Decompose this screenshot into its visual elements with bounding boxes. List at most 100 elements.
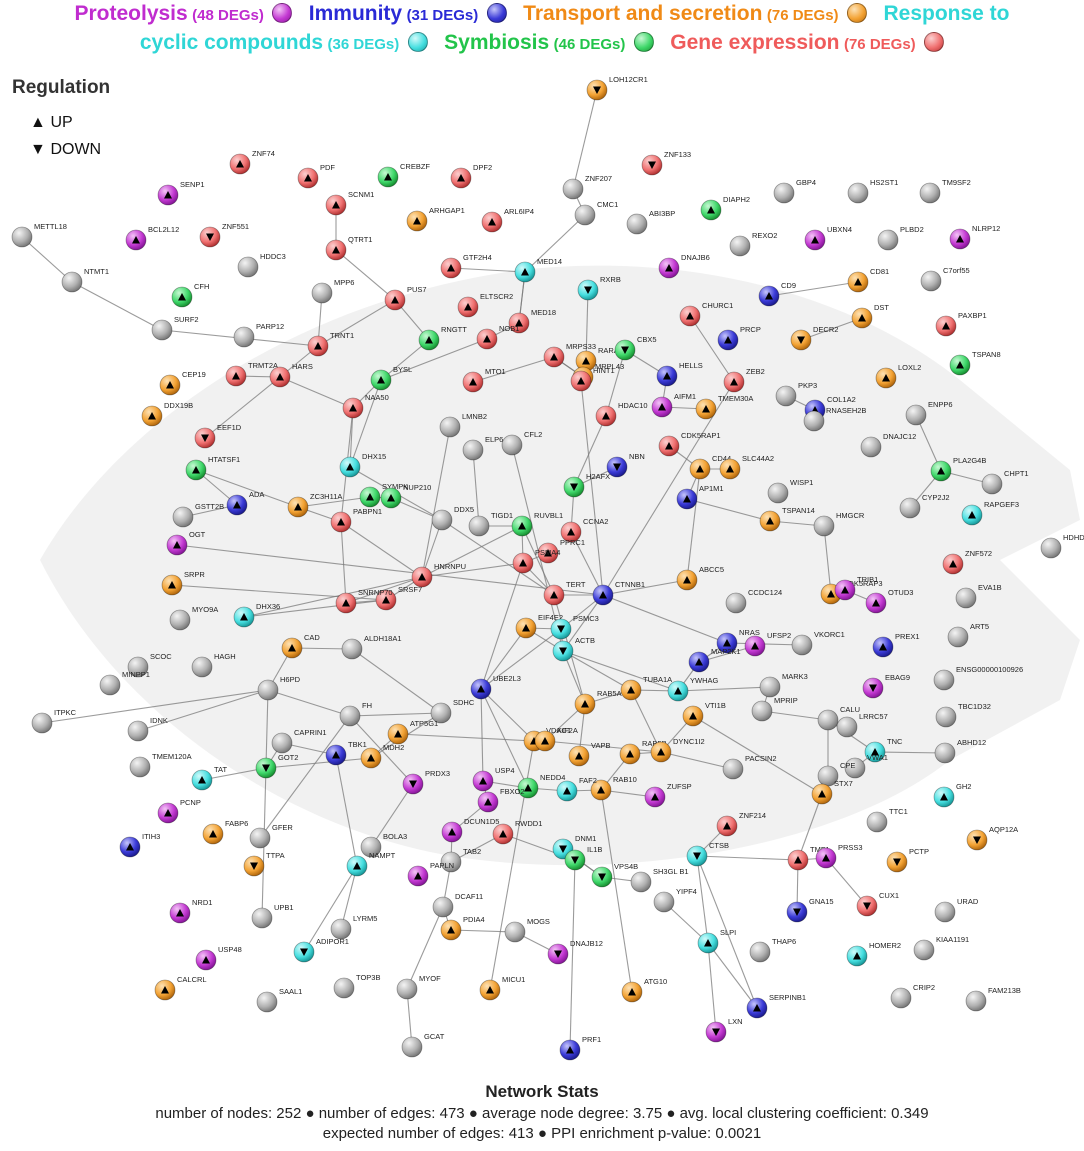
network-node[interactable]: MAP2K1 [688, 647, 741, 673]
node-ball[interactable] [935, 706, 957, 728]
node-ball[interactable] [330, 918, 352, 940]
network-node[interactable]: PUS7 [384, 285, 427, 311]
network-node[interactable]: PRSS3 [815, 843, 863, 869]
node-ball[interactable] [759, 676, 781, 698]
network-node[interactable]: IDNK [127, 716, 168, 742]
network-node[interactable]: UBXN4 [804, 225, 852, 251]
network-node[interactable]: MRPS33 [543, 342, 596, 368]
network-node[interactable]: TSPAN8 [949, 350, 1001, 376]
network-node[interactable]: ELTSCR2 [457, 292, 513, 318]
network-node[interactable]: SCNM1 [325, 190, 374, 216]
network-node[interactable]: TOP3B [333, 973, 380, 999]
network-node[interactable]: SLPI [697, 928, 736, 954]
network-node[interactable]: MICU1 [479, 975, 525, 1001]
network-node[interactable]: THAP6 [749, 937, 796, 963]
network-node[interactable]: HDDC3 [237, 252, 286, 278]
network-node[interactable]: NRAS [716, 628, 760, 654]
network-node[interactable]: HAGH [191, 652, 236, 678]
network-node[interactable]: VKORC1 [791, 630, 845, 656]
node-ball[interactable] [396, 978, 418, 1000]
node-ball[interactable] [31, 712, 53, 734]
node-ball[interactable] [836, 716, 858, 738]
network-node[interactable]: YWHAG [667, 676, 719, 702]
network-node[interactable]: MOGS [504, 917, 550, 943]
node-ball[interactable] [129, 756, 151, 778]
network-node[interactable]: PLA2G4B [930, 456, 986, 482]
network-node[interactable]: PACSIN2 [722, 754, 777, 780]
network-node[interactable]: CD9 [758, 281, 796, 307]
network-node[interactable]: CHPT1 [981, 469, 1029, 495]
node-ball[interactable] [237, 256, 259, 278]
network-node[interactable]: PCNP [157, 798, 201, 824]
network-node[interactable]: RAB10 [590, 775, 637, 801]
network-node[interactable]: MPP6 [311, 278, 354, 304]
network-node[interactable]: ZEB2 [723, 367, 765, 393]
node-ball[interactable] [440, 851, 462, 873]
network-node[interactable]: ZUFSP [644, 782, 692, 808]
network-node[interactable]: SURF2 [151, 315, 199, 341]
network-node[interactable]: DNAJC12 [860, 432, 916, 458]
node-ball[interactable] [749, 941, 771, 963]
network-node[interactable]: UFSP2 [744, 631, 791, 657]
network-node[interactable]: FAM213B [965, 986, 1021, 1012]
network-node[interactable]: DECR2 [790, 325, 838, 351]
network-node[interactable]: SDHC [430, 698, 475, 724]
network-node[interactable]: LYRM5 [330, 914, 377, 940]
network-node[interactable]: ELP6 [462, 435, 503, 461]
network-node[interactable]: MYO9A [169, 605, 218, 631]
node-ball[interactable] [803, 410, 825, 432]
network-node[interactable]: NTMT1 [61, 267, 109, 293]
network-node[interactable]: TBC1D32 [935, 702, 991, 728]
node-ball[interactable] [920, 270, 942, 292]
network-node[interactable]: DHX15 [339, 452, 386, 478]
network-node[interactable]: TSPAN14 [759, 506, 815, 532]
network-node[interactable]: ADIPOR1 [293, 937, 349, 963]
node-ball[interactable] [191, 656, 213, 678]
network-node[interactable]: STX7 [811, 779, 853, 805]
node-ball[interactable] [653, 891, 675, 913]
network-node[interactable]: VWA1 [844, 753, 888, 779]
network-node[interactable]: ZNF74 [229, 149, 275, 175]
network-node[interactable]: TIGD1 [468, 511, 513, 537]
node-ball[interactable] [360, 836, 382, 858]
network-node[interactable]: MED14 [514, 257, 562, 283]
network-node[interactable]: METTL18 [11, 222, 67, 248]
node-ball[interactable] [751, 700, 773, 722]
network-node[interactable]: C7orf55 [920, 266, 970, 292]
network-node[interactable]: REXO2 [729, 231, 777, 257]
node-ball[interactable] [257, 679, 279, 701]
network-node[interactable]: PSMC3 [550, 614, 599, 640]
network-node[interactable]: HTATSF1 [185, 455, 240, 481]
network-node[interactable]: TM9SF2 [919, 178, 971, 204]
node-ball[interactable] [172, 506, 194, 528]
network-node[interactable]: PRDX3 [402, 769, 450, 795]
network-node[interactable]: CTSB [686, 841, 729, 867]
node-ball[interactable] [151, 319, 173, 341]
network-node[interactable]: PSMA4 [512, 548, 560, 574]
network-node[interactable]: AIFM1 [651, 392, 696, 418]
network-node[interactable]: IL1B [564, 845, 602, 871]
network-node[interactable]: NAMPT [346, 851, 396, 877]
network-node[interactable]: VPS4B [591, 862, 638, 888]
network-node[interactable]: HS2ST1 [847, 178, 898, 204]
network-node[interactable]: MPRIP [751, 696, 798, 722]
network-node[interactable]: TAB2 [440, 847, 481, 873]
node-ball[interactable] [725, 592, 747, 614]
network-node[interactable]: CTNNB1 [592, 580, 645, 606]
network-node[interactable]: GCAT [401, 1032, 445, 1058]
network-node[interactable]: DPF2 [450, 163, 492, 189]
network-node[interactable]: RXRB [577, 275, 621, 301]
network-node[interactable]: GOT2 [255, 753, 298, 779]
network-node[interactable]: H2AFX [563, 472, 610, 498]
network-node[interactable]: OTUD3 [865, 588, 913, 614]
network-node[interactable]: TERT [543, 580, 586, 606]
network-node[interactable]: PDIA4 [440, 915, 485, 941]
network-node[interactable]: MYOF [396, 974, 441, 1000]
node-ball[interactable] [773, 182, 795, 204]
network-node[interactable]: CEP19 [159, 370, 206, 396]
network-node[interactable]: GTF2H4 [440, 253, 492, 279]
node-ball[interactable] [271, 732, 293, 754]
network-node[interactable]: EEF1D [194, 423, 242, 449]
network-node[interactable]: GFER [249, 823, 293, 849]
network-node[interactable]: ARHGAP1 [406, 206, 465, 232]
